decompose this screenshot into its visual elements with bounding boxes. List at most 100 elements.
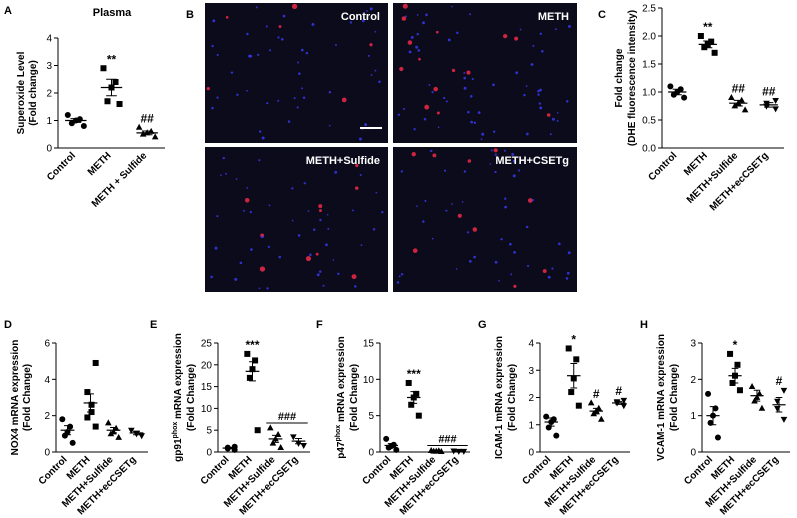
data-point <box>595 404 603 411</box>
cell-spot <box>410 35 414 39</box>
cell-spot <box>463 71 466 74</box>
y-tick-label: 20 <box>201 360 213 371</box>
cell-spot <box>565 277 569 280</box>
x-tick-label: METH+ecCSETg <box>708 150 771 213</box>
cell-spot <box>445 209 448 212</box>
cell-spot <box>366 10 368 12</box>
cell-spot <box>316 273 320 277</box>
cell-spot <box>431 91 434 94</box>
cell-spot <box>305 51 309 55</box>
cell-spot <box>503 149 506 152</box>
y-axis-label: Superoxide Level <box>16 51 27 134</box>
cell-spot <box>268 49 272 52</box>
y-tick-label: 25 <box>201 339 213 350</box>
cell-spot <box>318 209 322 213</box>
cell-spot <box>332 259 335 261</box>
cell-spot <box>549 133 552 136</box>
annotation: ## <box>762 84 776 98</box>
sem-bar <box>709 406 717 426</box>
cell-spot <box>334 170 338 174</box>
cell-spot <box>397 113 401 117</box>
cell-spot <box>469 13 472 16</box>
cell-spot <box>480 138 483 141</box>
sem-bar <box>753 389 761 402</box>
cell-spot <box>301 87 304 90</box>
data-point <box>714 434 721 441</box>
micrograph-image <box>393 147 577 292</box>
y-tick-label: 5 <box>368 411 374 422</box>
y-axis-label-part: gp91 <box>173 438 184 462</box>
cell-spot <box>355 163 359 168</box>
cell-spot <box>428 83 431 86</box>
sem-bar <box>70 118 82 123</box>
annotation: * <box>571 332 576 346</box>
cell-spot <box>422 21 425 25</box>
cell-spot <box>267 245 270 248</box>
sem-bar <box>592 407 600 415</box>
cell-spot <box>456 31 459 35</box>
cell-spot <box>354 285 357 288</box>
cell-spot <box>469 94 473 98</box>
cell-spot <box>396 281 400 284</box>
data-point <box>575 402 582 409</box>
sem-bar <box>410 391 418 404</box>
cell-spot <box>539 106 543 110</box>
y-tick-label: 15 <box>363 339 375 350</box>
cell-spot <box>257 53 260 56</box>
y-axis-label-part: p47 <box>336 441 347 459</box>
cell-spot <box>451 5 453 8</box>
annotation: # <box>776 374 783 388</box>
cell-spot <box>305 255 312 262</box>
sem-bar <box>226 446 233 450</box>
cell-spot <box>369 7 373 11</box>
data-point <box>405 379 412 386</box>
sem-bar <box>775 397 783 413</box>
x-tick-label: Control <box>37 454 70 487</box>
cell-spot <box>431 237 434 240</box>
data-point <box>741 106 749 113</box>
data-point <box>543 413 550 420</box>
y-tick-label: 0 <box>368 448 374 459</box>
data-point <box>408 401 415 408</box>
cell-spot <box>445 100 448 103</box>
cell-spot <box>222 156 225 160</box>
y-tick-label: 4 <box>44 375 50 386</box>
annotation: ### <box>438 434 456 446</box>
cell-spot <box>430 150 433 152</box>
cell-spot <box>268 204 271 207</box>
x-tick-label: METH <box>682 150 710 178</box>
data-point <box>587 399 595 406</box>
data-point <box>553 432 560 439</box>
cell-spot <box>400 170 403 173</box>
cell-spot <box>566 271 570 275</box>
cell-spot <box>463 170 467 173</box>
x-tick-label: Control <box>682 454 715 487</box>
data-point <box>112 79 119 85</box>
cell-spot <box>358 137 362 141</box>
cell-spot <box>249 210 252 214</box>
cell-spot <box>407 40 413 45</box>
data-point <box>76 116 83 123</box>
annotation: ** <box>703 20 713 34</box>
cell-spot <box>220 174 222 177</box>
y-tick-label: 2.0 <box>642 32 656 43</box>
cell-spot <box>277 36 280 39</box>
data-point <box>393 446 400 453</box>
cell-spot <box>315 252 319 256</box>
cell-spot <box>471 77 474 81</box>
cell-spot <box>451 203 453 205</box>
y-tick-label: 1 <box>528 420 534 431</box>
cell-spot <box>248 54 252 58</box>
cell-spot <box>539 32 542 35</box>
cell-spot <box>511 152 515 156</box>
cell-spot <box>502 33 508 39</box>
micrograph-image <box>393 3 577 143</box>
data-point <box>105 419 112 426</box>
cell-spot <box>214 246 218 250</box>
y-axis-label: (Fold Change) <box>22 364 33 431</box>
data-point <box>128 427 135 434</box>
data-point <box>701 44 708 51</box>
data-point <box>84 414 91 421</box>
y-tick-label: 2 <box>528 393 534 404</box>
